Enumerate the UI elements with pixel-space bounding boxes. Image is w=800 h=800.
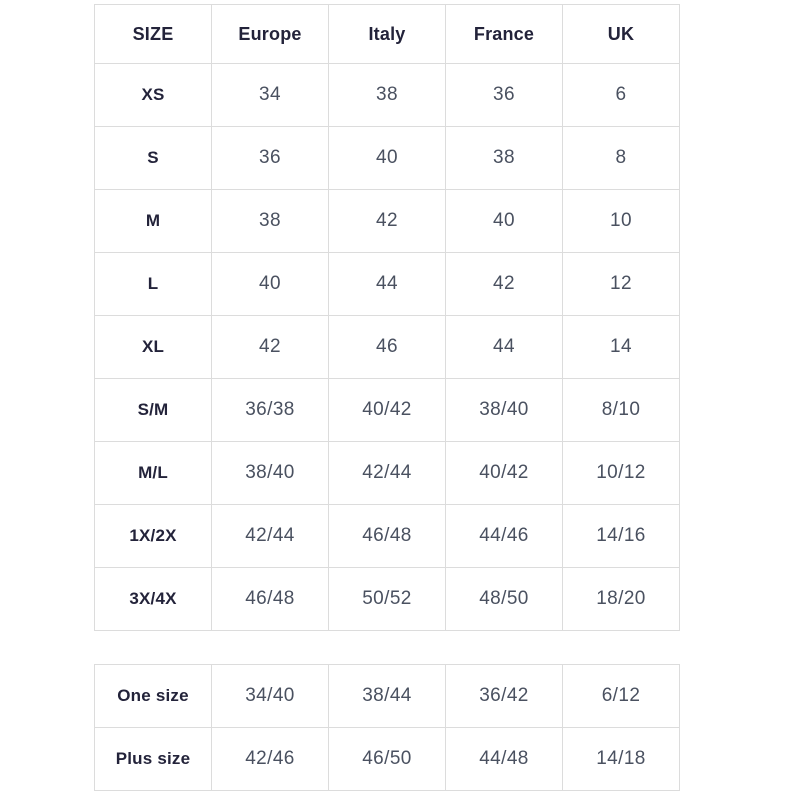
row-label: 3X/4X (94, 567, 212, 631)
cell-uk: 14 (562, 315, 680, 379)
table-row-one-size: One size 34/40 38/44 36/42 6/12 (94, 664, 680, 728)
cell-uk: 6/12 (562, 664, 680, 728)
cell-europe: 36 (211, 126, 329, 190)
cell-europe: 34/40 (211, 664, 329, 728)
cell-france: 44/48 (445, 727, 563, 791)
cell-france: 36/42 (445, 664, 563, 728)
table-row-s: S 36 40 38 8 (94, 126, 680, 190)
cell-france: 36 (445, 63, 563, 127)
cell-italy: 44 (328, 252, 446, 316)
cell-france: 44 (445, 315, 563, 379)
table-row-l: L 40 44 42 12 (94, 252, 680, 316)
size-conversion-area: SIZE Europe Italy France UK XS 34 38 36 … (94, 4, 680, 791)
cell-italy: 38 (328, 63, 446, 127)
cell-italy: 46 (328, 315, 446, 379)
column-header-france: France (445, 4, 563, 64)
row-label: XS (94, 63, 212, 127)
cell-uk: 8/10 (562, 378, 680, 442)
header-row: SIZE Europe Italy France UK (94, 4, 680, 64)
cell-uk: 12 (562, 252, 680, 316)
cell-france: 40/42 (445, 441, 563, 505)
cell-europe: 40 (211, 252, 329, 316)
cell-france: 44/46 (445, 504, 563, 568)
special-size-table: One size 34/40 38/44 36/42 6/12 Plus siz… (94, 664, 680, 791)
cell-europe: 34 (211, 63, 329, 127)
table-row-m: M 38 42 40 10 (94, 189, 680, 253)
row-label: L (94, 252, 212, 316)
row-label: M (94, 189, 212, 253)
row-label: S/M (94, 378, 212, 442)
cell-europe: 46/48 (211, 567, 329, 631)
row-label: XL (94, 315, 212, 379)
cell-italy: 46/48 (328, 504, 446, 568)
cell-europe: 38 (211, 189, 329, 253)
row-label: M/L (94, 441, 212, 505)
cell-italy: 42 (328, 189, 446, 253)
column-header-uk: UK (562, 4, 680, 64)
table-row-xs: XS 34 38 36 6 (94, 63, 680, 127)
cell-france: 48/50 (445, 567, 563, 631)
cell-italy: 46/50 (328, 727, 446, 791)
cell-europe: 38/40 (211, 441, 329, 505)
row-label: S (94, 126, 212, 190)
cell-france: 40 (445, 189, 563, 253)
cell-italy: 38/44 (328, 664, 446, 728)
column-header-size: SIZE (94, 4, 212, 64)
cell-uk: 18/20 (562, 567, 680, 631)
table-row-ml: M/L 38/40 42/44 40/42 10/12 (94, 441, 680, 505)
cell-uk: 10/12 (562, 441, 680, 505)
cell-europe: 42/44 (211, 504, 329, 568)
table-row-1x2x: 1X/2X 42/44 46/48 44/46 14/16 (94, 504, 680, 568)
cell-uk: 6 (562, 63, 680, 127)
cell-uk: 8 (562, 126, 680, 190)
cell-france: 38 (445, 126, 563, 190)
column-header-europe: Europe (211, 4, 329, 64)
table-row-xl: XL 42 46 44 14 (94, 315, 680, 379)
cell-france: 38/40 (445, 378, 563, 442)
cell-italy: 40/42 (328, 378, 446, 442)
cell-italy: 42/44 (328, 441, 446, 505)
cell-uk: 14/16 (562, 504, 680, 568)
cell-italy: 50/52 (328, 567, 446, 631)
table-row-plus-size: Plus size 42/46 46/50 44/48 14/18 (94, 727, 680, 791)
cell-uk: 10 (562, 189, 680, 253)
row-label: One size (94, 664, 212, 728)
table-row-3x4x: 3X/4X 46/48 50/52 48/50 18/20 (94, 567, 680, 631)
table-row-sm: S/M 36/38 40/42 38/40 8/10 (94, 378, 680, 442)
column-header-italy: Italy (328, 4, 446, 64)
size-conversion-table: SIZE Europe Italy France UK XS 34 38 36 … (94, 4, 680, 631)
cell-europe: 42 (211, 315, 329, 379)
cell-europe: 42/46 (211, 727, 329, 791)
cell-uk: 14/18 (562, 727, 680, 791)
cell-italy: 40 (328, 126, 446, 190)
row-label: Plus size (94, 727, 212, 791)
row-label: 1X/2X (94, 504, 212, 568)
cell-france: 42 (445, 252, 563, 316)
cell-europe: 36/38 (211, 378, 329, 442)
